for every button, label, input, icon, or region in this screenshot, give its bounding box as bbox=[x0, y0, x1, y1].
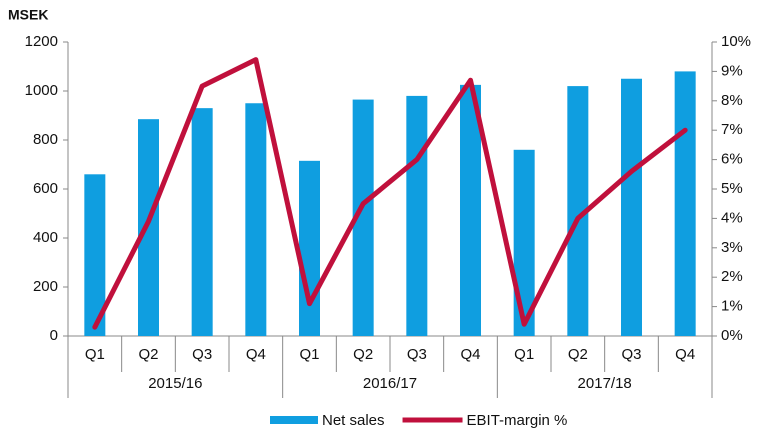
bar bbox=[406, 95, 428, 337]
legend-label: Net sales bbox=[322, 412, 385, 429]
y-tick-label: 600 bbox=[33, 180, 58, 197]
y2-tick-label: 4% bbox=[721, 209, 743, 226]
y2-tick-label: 9% bbox=[721, 62, 743, 79]
x-tick-label: Q2 bbox=[353, 346, 373, 363]
group-label: 2017/18 bbox=[578, 375, 632, 392]
y-tick-label: 1000 bbox=[25, 82, 58, 99]
y2-tick-label: 2% bbox=[721, 268, 743, 285]
bar bbox=[299, 160, 320, 336]
y2-tick-label: 1% bbox=[721, 298, 743, 315]
bar bbox=[674, 71, 696, 337]
y-tick-label: 800 bbox=[33, 131, 58, 148]
x-tick-label: Q1 bbox=[85, 346, 105, 363]
legend-label: EBIT-margin % bbox=[467, 412, 568, 429]
y2-tick-label: 10% bbox=[721, 33, 751, 50]
y-tick-label: 400 bbox=[33, 229, 58, 246]
x-tick-label: Q3 bbox=[407, 346, 427, 363]
legend-swatch bbox=[270, 416, 318, 424]
y2-tick-label: 0% bbox=[721, 327, 743, 344]
line bbox=[92, 57, 688, 330]
y-tick-label: 1200 bbox=[25, 33, 58, 50]
group-label: 2015/16 bbox=[148, 375, 202, 392]
bar bbox=[352, 99, 374, 336]
x-tick-label: Q3 bbox=[621, 346, 641, 363]
y-axis-label: MSEK bbox=[8, 7, 48, 23]
bar bbox=[191, 108, 213, 337]
x-tick-label: Q1 bbox=[514, 346, 534, 363]
y-tick-label: 200 bbox=[33, 278, 58, 295]
x-tick-label: Q3 bbox=[192, 346, 212, 363]
bar bbox=[621, 78, 642, 336]
x-tick-label: Q1 bbox=[299, 346, 319, 363]
bar bbox=[460, 84, 481, 336]
x-tick-label: Q4 bbox=[246, 346, 266, 363]
bar bbox=[567, 86, 589, 336]
y2-tick-label: 7% bbox=[721, 121, 743, 138]
group-label: 2016/17 bbox=[363, 375, 417, 392]
x-tick-label: Q2 bbox=[568, 346, 588, 363]
y2-tick-label: 5% bbox=[721, 180, 743, 197]
x-tick-label: Q4 bbox=[675, 346, 695, 363]
bar bbox=[138, 119, 159, 336]
x-tick-label: Q2 bbox=[138, 346, 158, 363]
y2-tick-label: 6% bbox=[721, 151, 743, 168]
bar bbox=[245, 103, 267, 336]
y-tick-label: 0 bbox=[50, 327, 58, 344]
bar bbox=[84, 174, 106, 336]
y2-tick-label: 3% bbox=[721, 239, 743, 256]
y2-tick-label: 8% bbox=[721, 92, 743, 109]
x-tick-label: Q4 bbox=[460, 346, 480, 363]
